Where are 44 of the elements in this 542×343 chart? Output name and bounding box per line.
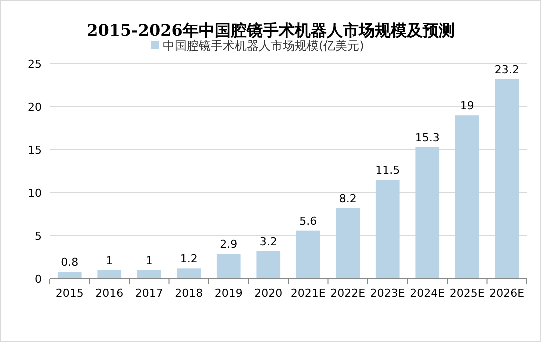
x-tick-label: 2019 (214, 287, 243, 300)
x-tick-label: 2018 (175, 287, 204, 300)
bar (256, 251, 281, 279)
y-tick-label: 0 (35, 273, 42, 286)
y-tick-label: 5 (35, 230, 42, 243)
x-tick-label: 2022E (330, 287, 366, 300)
data-label: 19 (460, 100, 474, 113)
data-label: 0.8 (61, 256, 79, 270)
x-tick-label: 2023E (370, 287, 406, 300)
bar (495, 79, 520, 279)
data-label: 11.5 (376, 164, 400, 178)
bar (98, 270, 122, 279)
x-tick-label: 2026E (490, 287, 525, 300)
bar (177, 268, 202, 279)
data-label: 3.2 (260, 235, 278, 248)
data-label: 2.9 (220, 238, 238, 252)
y-tick-label: 20 (28, 101, 42, 114)
bar (216, 254, 241, 279)
y-tick-label: 10 (28, 187, 42, 200)
bar (137, 270, 162, 279)
data-label: 1 (146, 254, 153, 268)
data-label: 1.2 (180, 252, 198, 266)
x-tick-label: 2016 (96, 287, 124, 300)
data-label: 5.6 (300, 214, 318, 228)
data-label: 23.2 (494, 63, 520, 76)
x-tick-label: 2020 (254, 287, 283, 300)
chart-title: 2015-2026年中国腔镜手术机器人市场规模及预测 (87, 21, 455, 40)
bar (376, 180, 400, 279)
bar (336, 208, 360, 279)
y-tick-label: 15 (28, 144, 42, 157)
x-tick-label: 2021E (290, 287, 326, 300)
data-label: 15.3 (415, 131, 440, 144)
data-label: 8.2 (339, 192, 357, 206)
bar (416, 147, 440, 279)
y-tick-label: 25 (28, 58, 42, 71)
x-tick-label: 2015 (56, 287, 84, 300)
legend-label: 中国腔镜手术机器人市场规模(亿美元) (163, 39, 364, 53)
bar (455, 116, 480, 279)
x-tick-label: 2017 (135, 287, 164, 300)
bar (296, 230, 320, 279)
x-tick-label: 2025E (450, 287, 485, 300)
bar (58, 272, 82, 279)
x-tick-label: 2024E (410, 287, 446, 300)
data-label: 1 (106, 254, 114, 268)
